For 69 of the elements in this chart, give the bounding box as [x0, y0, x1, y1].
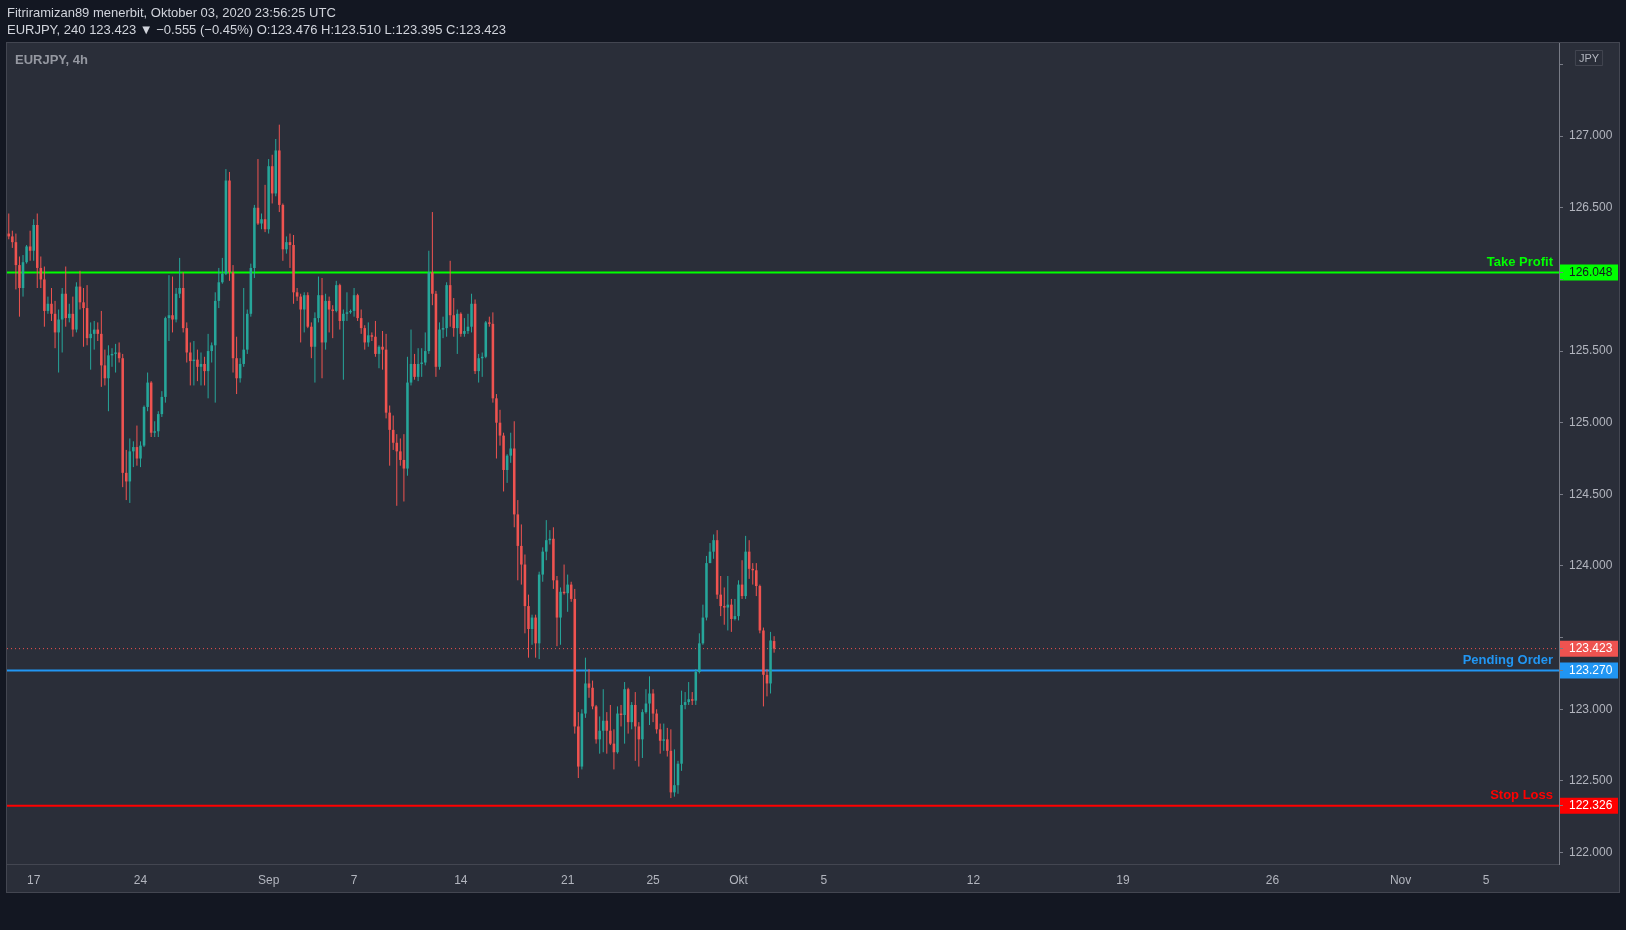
y-tick-label: 124.000: [1569, 558, 1613, 573]
candlestick: [367, 321, 370, 348]
candlestick: [57, 309, 60, 374]
x-tick-label: Nov: [1389, 872, 1412, 887]
candlestick: [114, 343, 117, 374]
candlestick: [413, 353, 416, 381]
candlestick: [196, 349, 199, 382]
candlestick: [662, 723, 666, 752]
x-tick-label: 7: [350, 872, 358, 887]
text: Fitriramizan89 menerbit, Oktober 03, 2020 23:56:25 UTC: [7, 5, 336, 21]
y-axis-title: JPY: [1578, 51, 1600, 64]
ref-line-label: Pending Order: [1462, 652, 1553, 668]
y-tick-label: 124.500: [1569, 486, 1613, 501]
candlestick: [601, 688, 605, 753]
candlestick: [171, 276, 174, 333]
x-tick-label: 19: [1116, 872, 1130, 887]
candlestick: [477, 353, 480, 384]
candlestick: [712, 533, 715, 560]
x-tick-label: Okt: [729, 872, 749, 887]
candlestick: [687, 681, 690, 706]
x-tick-label: 26: [1265, 872, 1280, 887]
candlestick: [463, 317, 466, 338]
x-tick-label: 5: [1482, 872, 1490, 887]
x-tick-label: 24: [133, 872, 148, 887]
y-tick-label: 123.000: [1569, 701, 1613, 716]
candlestick: [28, 230, 32, 262]
x-tick-label: 21: [560, 872, 575, 887]
candlestick: [302, 291, 306, 333]
y-tick-label: 125.000: [1569, 415, 1613, 430]
candlestick: [630, 701, 633, 730]
candlestick: [566, 574, 569, 613]
candlestick: [124, 449, 128, 501]
y-tick-label: 126.048: [1569, 264, 1613, 279]
y-tick-label: 123.270: [1569, 662, 1613, 677]
candlestick: [356, 293, 359, 322]
text: EURJPY, 240 123.423 ▼ −0.555 (−0.45%) O:123.476 H:123.510 L:123.395 C:123.423: [7, 22, 507, 38]
candlestick: [189, 341, 192, 386]
x-tick-label: Sep: [257, 872, 280, 887]
y-tick-label: 125.500: [1569, 343, 1613, 358]
candlestick: [730, 598, 733, 633]
x-tick-label: 14: [454, 872, 468, 887]
candlestick: [722, 586, 726, 626]
ref-line-label: Stop Loss: [1490, 787, 1553, 803]
candlestick: [96, 321, 100, 342]
candlestick: [673, 748, 676, 798]
y-tick-label: 122.500: [1569, 773, 1613, 788]
y-tick-label: 122.000: [1569, 844, 1613, 859]
candlestick: [203, 356, 206, 386]
y-tick-label: 123.423: [1569, 640, 1613, 655]
candlestick: [89, 321, 92, 371]
ref-line-label: Take Profit: [1486, 254, 1554, 270]
text: EURJPY, 4h: [15, 51, 89, 67]
candlestick: [456, 309, 459, 355]
candlestick: [132, 440, 135, 468]
y-tick-label: 127.000: [1569, 128, 1613, 143]
candlestick: [545, 519, 548, 561]
x-tick-label: 25: [646, 872, 661, 887]
y-tick-label: 126.500: [1569, 200, 1613, 215]
x-tick-label: 17: [27, 872, 41, 887]
candlestick: [374, 320, 377, 358]
candlestick: [470, 293, 473, 333]
candlestick: [107, 344, 110, 412]
candlestick: [598, 715, 601, 755]
candlestick: [310, 321, 313, 359]
x-tick-label: 12: [966, 872, 981, 887]
y-tick-label: 122.326: [1569, 798, 1613, 813]
candlestick: [68, 303, 71, 323]
candlestick: [648, 675, 651, 726]
x-tick-label: 5: [820, 872, 828, 887]
